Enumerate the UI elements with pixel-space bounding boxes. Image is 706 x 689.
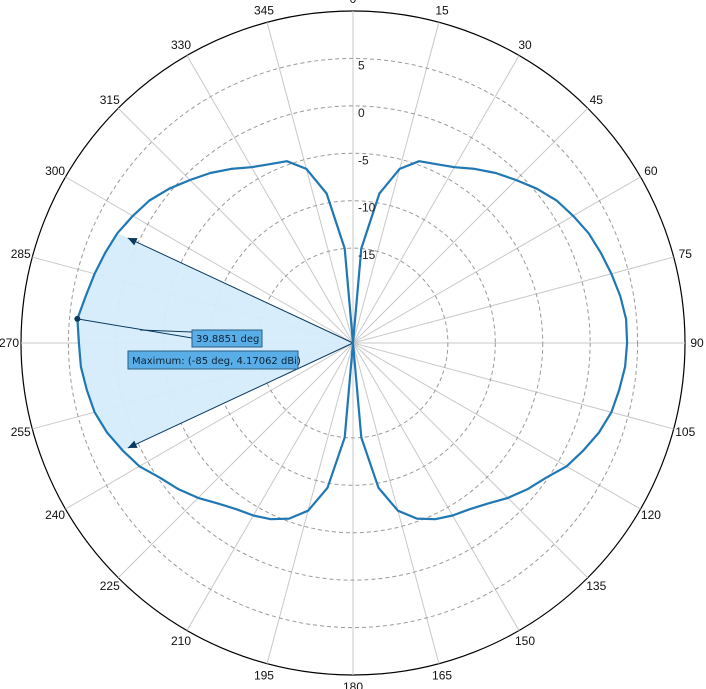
- maximum-callout-text: Maximum: (-85 deg, 4.17062 dBi): [132, 356, 301, 367]
- angle-tick-label: 330: [171, 38, 191, 52]
- beamwidth-leader-line-2: [139, 329, 193, 333]
- angle-tick-label: 270: [0, 336, 19, 350]
- callout-layer: 39.8851 deg Maximum: (-85 deg, 4.17062 d…: [127, 329, 301, 370]
- angle-tick-label: 60: [644, 164, 658, 178]
- radial-ring-5: [67, 57, 639, 629]
- angle-tick-label: 135: [586, 579, 606, 593]
- radial-gridline-165: [352, 342, 440, 664]
- beamwidth-leader-line: [77, 318, 193, 339]
- radial-gridline-135: [352, 342, 589, 579]
- radial-tick-label: 5: [358, 58, 365, 72]
- angle-tick-label: 75: [679, 247, 693, 261]
- angle-tick-label: 285: [11, 247, 31, 261]
- radial-gridline-315: [117, 107, 354, 344]
- pattern-trace: [76, 160, 629, 521]
- radial-gridline-30: [352, 55, 520, 344]
- radial-ring-neg10: [210, 200, 496, 486]
- beamwidth-callout-box: [191, 329, 263, 348]
- maximum-callout-box: [127, 350, 299, 370]
- angle-tick-label: 300: [45, 164, 65, 178]
- beamwidth-callout-text: 39.8851 deg: [196, 334, 259, 345]
- radial-gridline-240: [65, 342, 354, 510]
- radial-tick-label: -5: [358, 153, 369, 167]
- angle-tick-label: 225: [100, 579, 120, 593]
- beam-edge-upper-line: [127, 237, 354, 344]
- radial-gridline-150: [352, 342, 520, 631]
- beam-edge-lower-arrowhead: [127, 440, 138, 449]
- angle-tick-label: 90: [690, 336, 704, 350]
- beam-edge-lower-line: [127, 342, 354, 449]
- radial-tick-label: -10: [358, 201, 376, 215]
- angle-tick-label: 150: [515, 634, 535, 648]
- radial-gridline-75: [352, 256, 674, 344]
- angle-tick-label: 120: [641, 508, 661, 522]
- radial-gridline-330: [186, 55, 354, 344]
- angle-tick-label: 210: [171, 634, 191, 648]
- angle-tick-label: 180: [343, 680, 363, 689]
- radial-gridline-60: [352, 176, 641, 344]
- radial-gridline-225: [117, 342, 354, 579]
- radial-gridline-300: [65, 176, 354, 344]
- pattern-trace-layer: [74, 160, 629, 521]
- radial-tick-label: 0: [358, 106, 365, 120]
- radial-gridline-105: [352, 342, 674, 430]
- radial-tick-label: -15: [358, 248, 376, 262]
- angle-tick-label: 255: [11, 425, 31, 439]
- angle-tick-label: 195: [254, 668, 274, 682]
- angle-tick-label: 165: [432, 668, 452, 682]
- angle-tick-label: 30: [518, 38, 532, 52]
- angle-tick-label: 315: [100, 93, 120, 107]
- radial-gridline-45: [352, 107, 589, 344]
- radial-gridline-120: [352, 342, 641, 510]
- angle-tick-label: 345: [254, 4, 274, 18]
- radial-gridline-195: [266, 342, 354, 664]
- radial-gridline-210: [186, 342, 354, 631]
- angle-tick-label: 0: [350, 0, 357, 6]
- angle-tick-label: 45: [590, 93, 604, 107]
- radial-gridline-345: [266, 22, 354, 344]
- beam-edge-upper-arrowhead: [127, 237, 138, 246]
- angle-tick-label: 240: [45, 508, 65, 522]
- angle-tick-label: 105: [675, 425, 695, 439]
- angle-tick-label: 15: [435, 4, 449, 18]
- radial-gridline-15: [352, 22, 440, 344]
